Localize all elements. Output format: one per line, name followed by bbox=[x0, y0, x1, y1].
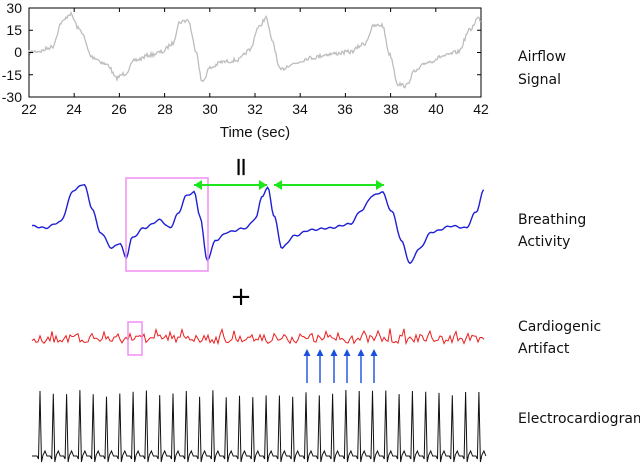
y-tick-label: 15 bbox=[6, 22, 22, 38]
x-tick-label: 36 bbox=[337, 101, 353, 117]
airflow-panel: 30 15 0 -15 -30 22 24 26 28 30 32 34 36 … bbox=[2, 0, 489, 141]
heartbeat-arrowhead-3 bbox=[330, 349, 338, 356]
y-tick-label: -30 bbox=[2, 89, 22, 105]
heartbeat-arrowhead-5 bbox=[357, 349, 365, 356]
heartbeat-arrowhead-4 bbox=[343, 349, 351, 356]
x-tick-label: 38 bbox=[383, 101, 399, 117]
equals-operator: = bbox=[226, 156, 256, 178]
breathing-label-line1: Breathing bbox=[518, 212, 586, 228]
x-tick-label: 24 bbox=[66, 101, 82, 117]
x-axis-title: Time (sec) bbox=[220, 124, 290, 141]
x-tick-label: 40 bbox=[428, 101, 444, 117]
cardiogenic-label-line2: Artifact bbox=[518, 341, 570, 357]
cardiogenic-panel bbox=[31, 321, 485, 383]
x-tick-label: 32 bbox=[247, 101, 263, 117]
plus-sign: + bbox=[230, 282, 252, 312]
x-tick-label: 42 bbox=[473, 101, 489, 117]
heartbeat-arrowhead-6 bbox=[370, 349, 378, 356]
interval-arrowheads-1 bbox=[194, 180, 267, 190]
airflow-tick-marks bbox=[28, 7, 482, 98]
ecg-label: Electrocardiogram bbox=[518, 411, 640, 427]
y-tick-label: 0 bbox=[14, 44, 22, 60]
row-labels: Airflow Signal Breathing Activity Cardio… bbox=[518, 49, 640, 427]
cardiogenic-highlight-box bbox=[127, 321, 143, 356]
breathing-trace bbox=[31, 183, 485, 265]
cardiogenic-trace bbox=[31, 327, 485, 346]
breath-highlight-box bbox=[125, 177, 209, 272]
cardiogenic-label-line1: Cardiogenic bbox=[518, 319, 601, 335]
heartbeat-arrowhead-2 bbox=[316, 349, 324, 356]
y-tick-label: -15 bbox=[2, 67, 22, 83]
x-tick-label: 26 bbox=[111, 101, 127, 117]
airflow-plot-frame bbox=[28, 7, 482, 98]
x-tick-label: 30 bbox=[202, 101, 218, 117]
ecg-panel bbox=[32, 389, 487, 463]
plus-operator: + bbox=[230, 282, 252, 312]
breathing-label-line2: Activity bbox=[518, 234, 570, 250]
breathing-panel bbox=[31, 177, 485, 272]
interval-arrows bbox=[194, 180, 384, 190]
y-tick-label: 30 bbox=[6, 0, 22, 16]
airflow-signal bbox=[28, 11, 482, 89]
equals-sign: = bbox=[226, 156, 256, 178]
heartbeat-arrowhead-1 bbox=[303, 349, 311, 356]
x-tick-label: 22 bbox=[21, 101, 37, 117]
x-tick-label: 28 bbox=[157, 101, 173, 117]
ecg-trace bbox=[32, 389, 487, 463]
x-tick-label: 34 bbox=[292, 101, 308, 117]
airflow-label-line2: Signal bbox=[518, 72, 561, 88]
heartbeat-arrows bbox=[303, 349, 378, 383]
airflow-label-line1: Airflow bbox=[518, 49, 566, 65]
